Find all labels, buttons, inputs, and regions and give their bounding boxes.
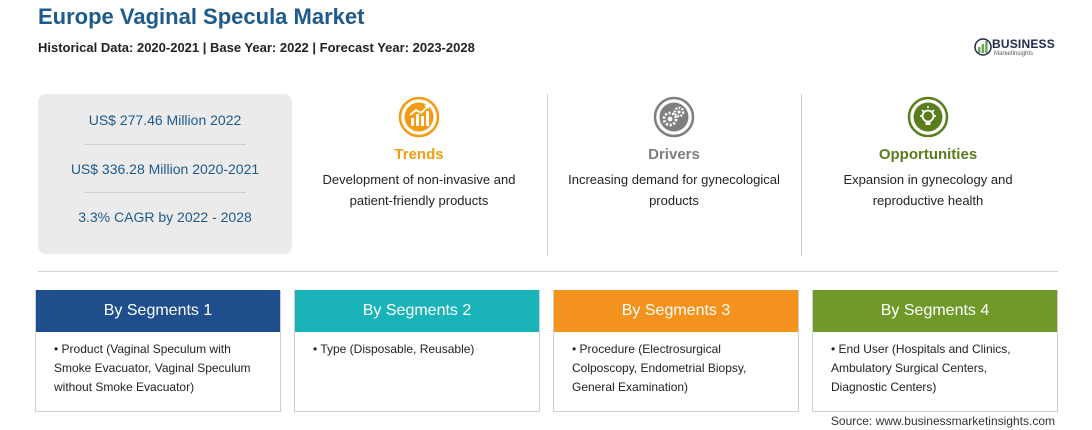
segment-card-3: By Segments 3 • Procedure (Electrosurgic… xyxy=(553,290,799,412)
page-title: Europe Vaginal Specula Market xyxy=(38,4,365,29)
segment-title: By Segments 4 xyxy=(813,290,1057,332)
segment-bullet: • End User (Hospitals and Clinics, Ambul… xyxy=(831,342,1011,394)
segment-bullet: • Type (Disposable, Reusable) xyxy=(313,342,475,356)
stat-market-size-2022: US$ 277.46 Million 2022 xyxy=(88,112,242,128)
feature-title-opportunities: Opportunities xyxy=(878,146,978,163)
segment-bullet-text: End User (Hospitals and Clinics, Ambulat… xyxy=(831,342,1011,394)
stat-cagr: 3.3% CAGR by 2022 - 2028 xyxy=(78,209,252,225)
page-subtitle: Historical Data: 2020-2021 | Base Year: … xyxy=(38,40,475,55)
segment-card-4: By Segments 4 • End User (Hospitals and … xyxy=(812,290,1058,412)
feature-divider xyxy=(801,94,802,256)
feature-opportunities: Opportunities Expansion in gynecology an… xyxy=(801,96,1055,211)
lightbulb-icon xyxy=(907,96,949,138)
segment-title: By Segments 2 xyxy=(295,290,539,332)
feature-title-drivers: Drivers xyxy=(648,146,700,163)
stat-market-size-historical: US$ 336.28 Million 2020-2021 xyxy=(70,161,260,177)
feature-desc-trends: Development of non-invasive and patient-… xyxy=(322,172,516,208)
source-citation: Source: www.businessmarketinsights.com xyxy=(830,414,1055,428)
logo-globe-icon xyxy=(974,38,992,56)
stat-divider xyxy=(84,144,246,145)
segment-bullet-text: Procedure (Electrosurgical Colposcopy, E… xyxy=(572,342,747,394)
section-divider xyxy=(38,271,1058,272)
stat-divider xyxy=(84,192,246,193)
segment-card-2: By Segments 2 • Type (Disposable, Reusab… xyxy=(294,290,540,412)
feature-title-trends: Trends xyxy=(394,146,444,163)
business-market-insights-logo: BUSINESS MarketInsights xyxy=(974,36,1064,60)
segment-bullet: • Product (Vaginal Speculum with Smoke E… xyxy=(54,342,251,394)
segment-title: By Segments 1 xyxy=(36,290,280,332)
logo-tagline: MarketInsights xyxy=(994,51,1034,57)
segment-card-1: By Segments 1 • Product (Vaginal Speculu… xyxy=(35,290,281,412)
feature-trends: Trends Development of non-invasive and p… xyxy=(292,96,546,211)
segment-title: By Segments 3 xyxy=(554,290,798,332)
feature-desc-drivers: Increasing demand for gynecological prod… xyxy=(568,172,780,208)
gears-icon xyxy=(653,96,695,138)
logo-name: BUSINESS xyxy=(992,37,1055,51)
market-stats-panel: US$ 277.46 Million 2022 US$ 336.28 Milli… xyxy=(38,94,292,254)
feature-drivers: Drivers Increasing demand for gynecologi… xyxy=(547,96,801,211)
feature-divider xyxy=(547,94,548,256)
segment-bullet-text: Type (Disposable, Reusable) xyxy=(320,342,475,356)
feature-desc-opportunities: Expansion in gynecology and reproductive… xyxy=(843,172,1013,208)
chart-growth-icon xyxy=(398,96,440,138)
segment-bullet: • Procedure (Electrosurgical Colposcopy,… xyxy=(572,342,747,394)
segment-bullet-text: Product (Vaginal Speculum with Smoke Eva… xyxy=(54,342,251,394)
